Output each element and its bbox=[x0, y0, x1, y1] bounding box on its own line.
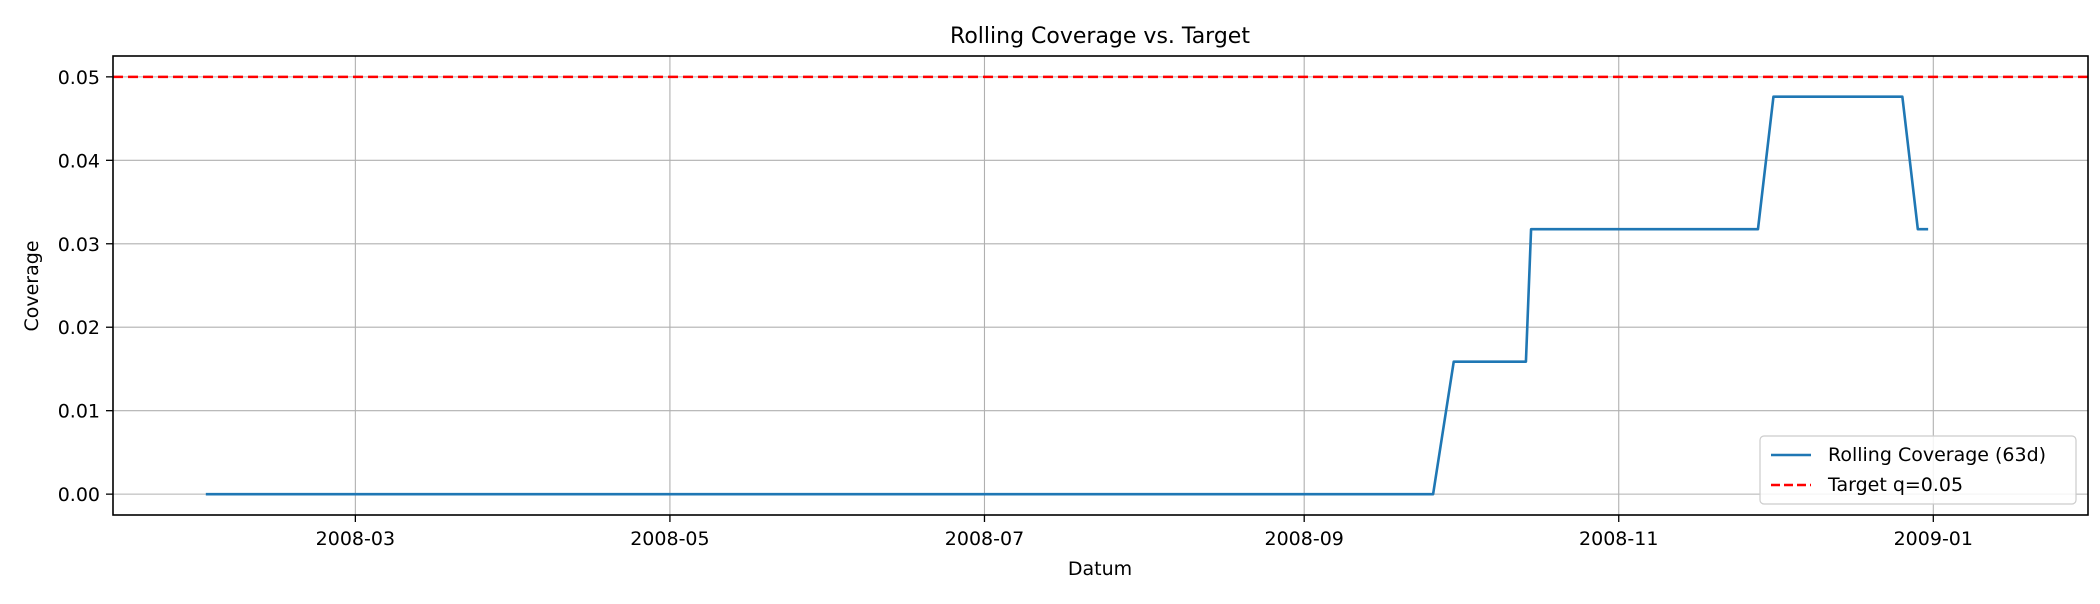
y-tick-label: 0.00 bbox=[58, 484, 100, 506]
x-tick-layer: 2008-03 2008-05 2008-07 2008-09 2008-11 2009-… bbox=[316, 515, 1973, 550]
legend-label-rolling-coverage: Rolling Coverage (63d) bbox=[1828, 444, 2046, 466]
legend-box bbox=[1759, 435, 2077, 505]
y-tick-label: 0.02 bbox=[58, 317, 100, 339]
x-tick-label: 2008-09 bbox=[1264, 528, 1343, 550]
x-tick-label: 2008-05 bbox=[630, 528, 709, 550]
y-tick-label: 0.03 bbox=[58, 234, 100, 256]
chart-title: Rolling Coverage vs. Target bbox=[950, 24, 1250, 49]
y-tick-label: 0.04 bbox=[58, 150, 100, 172]
x-tick-label: 2008-03 bbox=[316, 528, 395, 550]
x-axis-label: Datum bbox=[1068, 558, 1132, 580]
y-tick-label: 0.01 bbox=[58, 401, 100, 423]
legend: Rolling Coverage (63d) Target q=0.05 bbox=[1759, 435, 2077, 505]
y-tick-layer: 0.00 0.01 0.02 0.03 0.04 0.05 bbox=[58, 67, 113, 506]
series-layer bbox=[205, 95, 1929, 496]
y-tick-label: 0.05 bbox=[58, 67, 100, 89]
y-axis-label: Coverage bbox=[21, 240, 43, 331]
x-tick-label: 2009-01 bbox=[1894, 528, 1973, 550]
legend-label-target: Target q=0.05 bbox=[1827, 474, 1963, 496]
x-tick-label: 2008-07 bbox=[945, 528, 1024, 550]
rolling-coverage-line bbox=[205, 95, 1929, 496]
plot-frame bbox=[112, 55, 2089, 516]
x-tick-label: 2008-11 bbox=[1579, 528, 1658, 550]
